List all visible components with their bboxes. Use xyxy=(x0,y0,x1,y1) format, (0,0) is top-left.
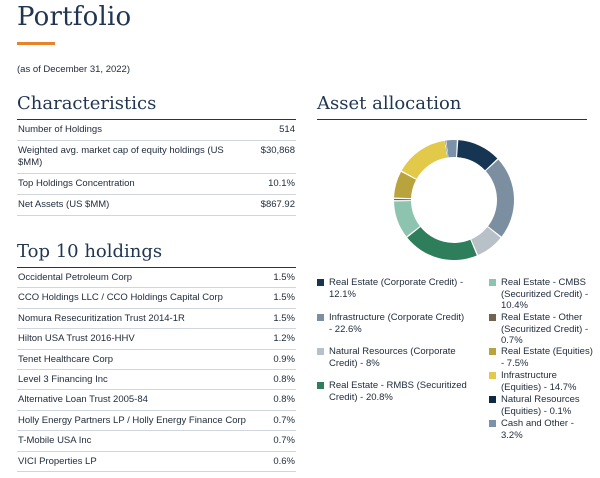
legend-swatch xyxy=(489,420,496,427)
characteristic-row-label: Net Assets (US $MM) xyxy=(18,199,110,210)
legend-swatch xyxy=(489,396,496,403)
legend-label: Infrastructure (Equities) - 14.7% xyxy=(501,370,577,393)
holding-row: Nomura Resecuritization Trust 2014-1R 1.5… xyxy=(17,309,296,330)
as-of-date: (as of December 31, 2022) xyxy=(17,64,131,75)
legend-item: Real Estate (Corporate Credit) - 12.1% xyxy=(317,277,467,300)
asset-allocation-rule xyxy=(317,119,587,120)
characteristic-row-value: $867.92 xyxy=(260,199,295,210)
legend-swatch xyxy=(317,382,324,389)
top-holdings-rule xyxy=(17,267,296,268)
donut-slice-1 xyxy=(485,159,514,237)
legend-swatch xyxy=(489,279,496,286)
legend-label: Real Estate (Equities) - 7.5% xyxy=(501,346,593,369)
legend-label: Infrastructure (Corporate Credit) - 22.6… xyxy=(329,312,465,335)
donut-slice-3 xyxy=(407,226,477,260)
characteristics-rule xyxy=(17,119,296,120)
characteristic-row: Top Holdings Concentration 10.1% xyxy=(17,174,296,195)
legend-item: Real Estate (Equities) - 7.5% xyxy=(489,346,597,369)
characteristic-row-value: 10.1% xyxy=(268,178,295,189)
donut-slice-0 xyxy=(457,140,498,171)
legend-item: Natural Resources (Corporate Credit) - 8… xyxy=(317,346,467,369)
holding-row-value: 0.8% xyxy=(273,373,295,385)
holding-row-value: 1.5% xyxy=(273,292,295,304)
characteristic-row-value: $30,868 xyxy=(260,145,295,156)
holding-row: Holly Energy Partners LP / Holly Energy … xyxy=(17,411,296,432)
legend-label: Real Estate - CMBS (Securitized Credit) … xyxy=(501,277,589,311)
characteristic-row-label: Number of Holdings xyxy=(18,124,102,135)
legend-item: Cash and Other - 3.2% xyxy=(489,418,597,441)
holding-row-label: Alternative Loan Trust 2005-84 xyxy=(18,394,148,406)
legend-swatch xyxy=(489,348,496,355)
legend-label: Natural Resources (Corporate Credit) - 8… xyxy=(329,346,456,369)
holding-row: CCO Holdings LLC / CCO Holdings Capital … xyxy=(17,288,296,309)
holding-row-label: VICI Properties LP xyxy=(18,455,97,467)
title-accent-bar xyxy=(17,42,55,45)
holding-row-value: 0.7% xyxy=(273,414,295,426)
top-holdings-heading: Top 10 holdings xyxy=(17,241,163,262)
holding-row-value: 1.5% xyxy=(273,272,295,283)
legend-swatch xyxy=(317,348,324,355)
donut-slice-5 xyxy=(394,198,412,201)
legend-label: Real Estate - Other (Securitized Credit)… xyxy=(501,312,589,346)
holding-row-value: 0.9% xyxy=(273,353,295,365)
holding-row-value: 0.8% xyxy=(273,394,295,406)
holding-row: VICI Properties LP 0.6% xyxy=(17,452,296,472)
donut-slice-9 xyxy=(446,140,457,158)
donut-slice-4 xyxy=(394,201,420,237)
holding-row-value: 1.5% xyxy=(273,312,295,324)
holding-row-label: Hilton USA Trust 2016-HHV xyxy=(18,333,135,345)
holding-row: Occidental Petroleum Corp 1.5% xyxy=(17,268,296,289)
asset-allocation-donut xyxy=(394,140,514,260)
characteristics-heading: Characteristics xyxy=(17,93,157,114)
holding-row-label: Holly Energy Partners LP / Holly Energy … xyxy=(18,414,246,426)
legend-label: Real Estate (Corporate Credit) - 12.1% xyxy=(329,277,464,300)
legend-swatch xyxy=(317,279,324,286)
characteristic-row-label: Weighted avg. market cap of equity holdi… xyxy=(18,145,224,168)
characteristic-row-value: 514 xyxy=(279,124,295,135)
top-holdings-table: Occidental Petroleum Corp 1.5% CCO Holding… xyxy=(17,268,296,472)
legend-item: Infrastructure (Corporate Credit) - 22.6… xyxy=(317,312,467,335)
legend-item: Real Estate - Other (Securitized Credit)… xyxy=(489,312,597,347)
holding-row-label: Nomura Resecuritization Trust 2014-1R xyxy=(18,312,185,324)
holding-row: T-Mobile USA Inc 0.7% xyxy=(17,431,296,452)
page-title: Portfolio xyxy=(17,2,132,32)
holding-row: Level 3 Financing Inc 0.8% xyxy=(17,370,296,391)
legend-label: Cash and Other - 3.2% xyxy=(501,418,574,441)
holding-row-label: Occidental Petroleum Corp xyxy=(18,272,133,283)
legend-item: Real Estate - CMBS (Securitized Credit) … xyxy=(489,277,597,312)
legend-swatch xyxy=(489,372,496,379)
holding-row-value: 1.2% xyxy=(273,333,295,345)
asset-allocation-legend: Real Estate (Corporate Credit) - 12.1% In… xyxy=(317,277,597,447)
characteristic-row-label: Top Holdings Concentration xyxy=(18,178,135,189)
holding-row-value: 0.6% xyxy=(273,455,295,467)
donut-slice-6 xyxy=(394,171,417,199)
characteristic-row: Number of Holdings 514 xyxy=(17,120,296,141)
donut-slice-8 xyxy=(445,140,448,158)
legend-label: Real Estate - RMBS (Securitized Credit) … xyxy=(329,380,467,403)
holding-row-value: 0.7% xyxy=(273,435,295,447)
holding-row: Alternative Loan Trust 2005-84 0.8% xyxy=(17,390,296,411)
holding-row-label: CCO Holdings LLC / CCO Holdings Capital … xyxy=(18,292,223,304)
legend-label: Natural Resources (Equities) - 0.1% xyxy=(501,394,580,417)
legend-swatch xyxy=(317,314,324,321)
characteristic-row: Weighted avg. market cap of equity holdi… xyxy=(17,141,296,174)
holding-row: Tenet Healthcare Corp 0.9% xyxy=(17,350,296,370)
holding-row-label: T-Mobile USA Inc xyxy=(18,435,92,447)
legend-swatch xyxy=(489,314,496,321)
holding-row-label: Tenet Healthcare Corp xyxy=(18,353,114,365)
legend-item: Natural Resources (Equities) - 0.1% xyxy=(489,394,597,417)
holding-row-label: Level 3 Financing Inc xyxy=(18,373,108,385)
legend-item: Real Estate - RMBS (Securitized Credit) … xyxy=(317,380,467,403)
characteristics-table: Number of Holdings 514 Weighted avg. marke… xyxy=(17,120,296,216)
legend-item: Infrastructure (Equities) - 14.7% xyxy=(489,370,597,393)
holding-row: Hilton USA Trust 2016-HHV 1.2% xyxy=(17,329,296,350)
donut-slice-7 xyxy=(401,140,448,179)
donut-slice-2 xyxy=(471,227,501,255)
characteristic-row: Net Assets (US $MM) $867.92 xyxy=(17,195,296,216)
asset-allocation-heading: Asset allocation xyxy=(317,93,462,114)
